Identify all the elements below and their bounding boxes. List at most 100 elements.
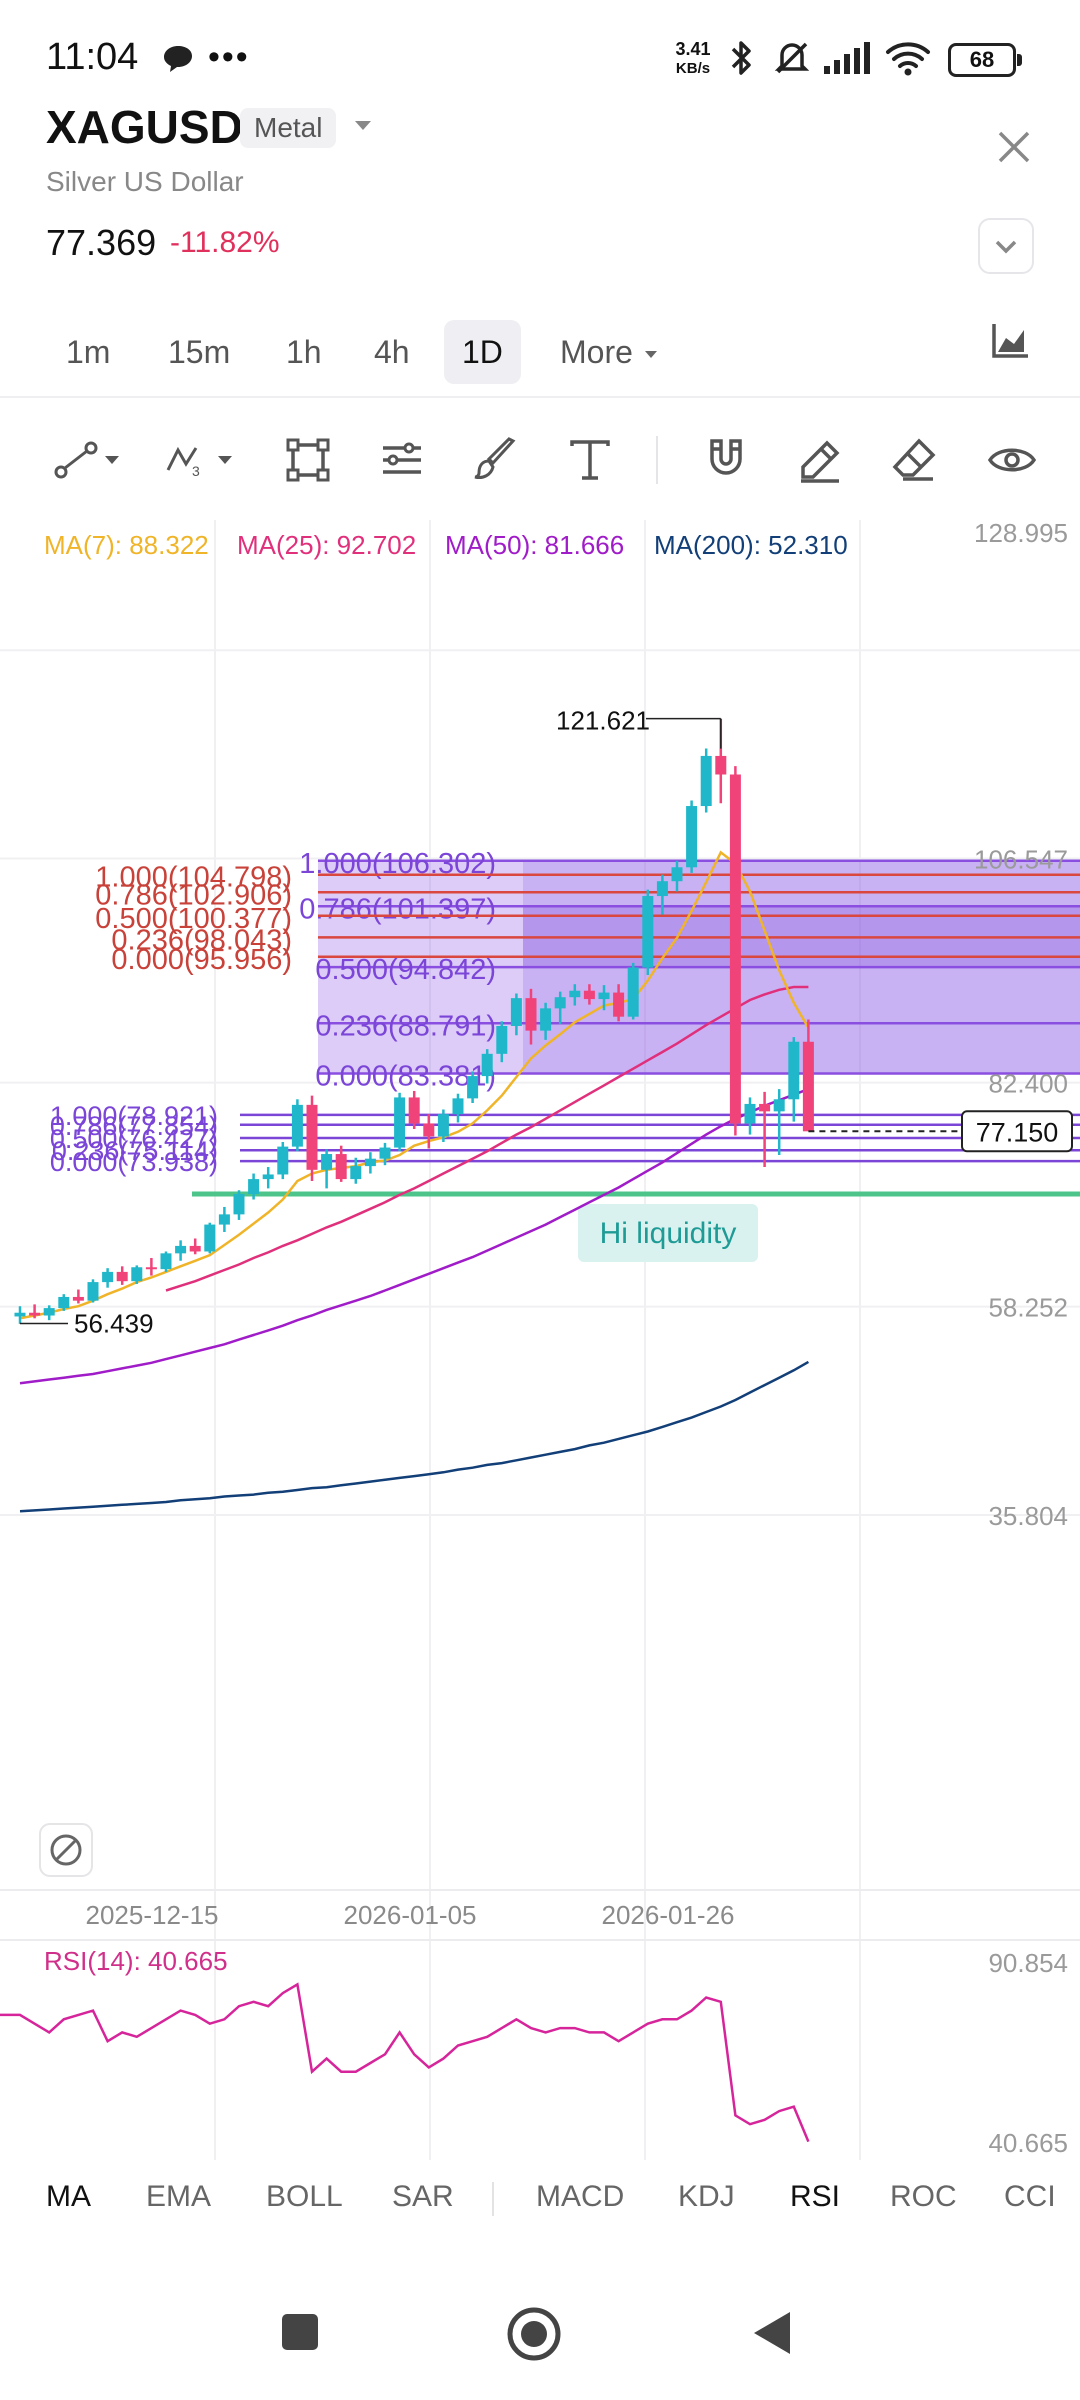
candle-body bbox=[671, 867, 683, 882]
candle-26 bbox=[394, 1092, 406, 1152]
candle-45 bbox=[671, 860, 683, 892]
candle-body bbox=[540, 1008, 552, 1031]
rectangle-icon[interactable] bbox=[278, 430, 338, 490]
candle-body bbox=[262, 1174, 274, 1180]
symbol-subtitle: Silver US Dollar bbox=[46, 166, 244, 197]
fib-tool-icon[interactable]: 3 bbox=[166, 430, 238, 490]
parallel-channel-icon[interactable] bbox=[372, 430, 432, 490]
tab-ma[interactable]: MA bbox=[46, 2180, 91, 2213]
price-chart[interactable]: 1.000(106.302)0.786(101.397)0.500(94.842… bbox=[0, 520, 1080, 2160]
eye-icon[interactable] bbox=[980, 430, 1044, 490]
candle-35 bbox=[525, 988, 537, 1045]
candle-5 bbox=[87, 1279, 99, 1303]
candle-body bbox=[335, 1154, 347, 1180]
candle-32 bbox=[481, 1049, 493, 1084]
tab-boll[interactable]: BOLL bbox=[266, 2180, 343, 2213]
candle-body bbox=[788, 1041, 800, 1100]
candle-47 bbox=[700, 748, 712, 813]
fib-red-label-0: 1.000(104.798) bbox=[95, 862, 292, 894]
collapse-chevron-icon[interactable] bbox=[978, 218, 1034, 274]
tab-cci[interactable]: CCI bbox=[1004, 2180, 1056, 2213]
close-icon[interactable] bbox=[984, 120, 1044, 180]
y-axis-label-0: 128.995 bbox=[974, 520, 1068, 548]
candle-30 bbox=[452, 1093, 464, 1123]
signal-icon bbox=[822, 40, 874, 81]
indicator-tabs: MA EMA BOLL SAR MACD KDJ RSI ROC CCI bbox=[0, 2160, 1080, 2240]
candle-body bbox=[379, 1147, 391, 1159]
liquidity-label-bg bbox=[578, 1203, 758, 1262]
candle-body bbox=[598, 992, 610, 1000]
candle-body bbox=[248, 1179, 260, 1194]
candle-25 bbox=[379, 1142, 391, 1166]
trend-line-icon[interactable] bbox=[48, 430, 128, 490]
candle-41 bbox=[613, 984, 625, 1022]
bluetooth-icon bbox=[724, 38, 758, 83]
tf-1h[interactable]: 1h bbox=[286, 334, 322, 370]
symbol-dropdown-icon[interactable] bbox=[350, 112, 376, 143]
candle-11 bbox=[175, 1240, 187, 1261]
tf-4h[interactable]: 4h bbox=[374, 334, 410, 370]
reset-zoom-icon-slash bbox=[54, 1838, 78, 1862]
candle-4 bbox=[72, 1289, 84, 1304]
candle-body bbox=[29, 1312, 41, 1316]
network-speed-value: 3.41 bbox=[675, 39, 711, 59]
tf-more[interactable]: More bbox=[542, 320, 678, 384]
candle-46 bbox=[686, 800, 698, 873]
fib-large-label-3: 0.236(88.791) bbox=[315, 1010, 496, 1042]
tab-roc[interactable]: ROC bbox=[890, 2180, 957, 2213]
price-change: -11.82% bbox=[170, 226, 280, 259]
tabs-divider bbox=[492, 2182, 494, 2216]
square-nav-icon[interactable] bbox=[280, 2312, 320, 2357]
eraser-icon[interactable] bbox=[884, 430, 944, 490]
candle-body bbox=[481, 1053, 493, 1077]
magnet-icon[interactable] bbox=[696, 430, 756, 490]
candle-body bbox=[642, 896, 654, 968]
candle-body bbox=[700, 755, 712, 807]
tab-sar[interactable]: SAR bbox=[392, 2180, 454, 2213]
svg-text:3: 3 bbox=[192, 463, 200, 479]
candle-37 bbox=[554, 991, 566, 1025]
tab-kdj[interactable]: KDJ bbox=[678, 2180, 735, 2213]
tab-macd[interactable]: MACD bbox=[536, 2180, 625, 2213]
candle-14 bbox=[218, 1206, 230, 1232]
candle-3 bbox=[58, 1294, 70, 1311]
rsi-line bbox=[0, 1982, 810, 2143]
text-icon[interactable] bbox=[560, 430, 620, 490]
tf-1m[interactable]: 1m bbox=[66, 334, 111, 370]
fib-large-label-4: 0.000(83.381) bbox=[315, 1060, 496, 1092]
ma7-legend: MA(7): 88.322 bbox=[44, 530, 209, 560]
tab-ema[interactable]: EMA bbox=[146, 2180, 212, 2213]
candle-18 bbox=[277, 1141, 289, 1180]
candle-52 bbox=[773, 1089, 785, 1155]
home-circle-nav-icon[interactable] bbox=[506, 2306, 562, 2367]
candle-27 bbox=[408, 1090, 420, 1129]
rsi-legend: RSI(14): 40.665 bbox=[44, 1946, 228, 1976]
fib-red-label-1: 0.786(102.906) bbox=[95, 879, 292, 911]
candle-body bbox=[102, 1271, 114, 1283]
candle-19 bbox=[291, 1099, 303, 1152]
candle-body bbox=[58, 1296, 70, 1309]
brush-icon[interactable] bbox=[466, 430, 526, 490]
candle-21 bbox=[321, 1149, 333, 1189]
candle-50 bbox=[744, 1097, 756, 1135]
candle-22 bbox=[335, 1145, 347, 1182]
ma50-legend: MA(50): 81.666 bbox=[445, 530, 625, 560]
fib-small-label-0: 1.000(78.921) bbox=[50, 1101, 218, 1131]
candle-20 bbox=[306, 1095, 318, 1181]
back-triangle-nav-icon[interactable] bbox=[752, 2310, 792, 2361]
fib-small-label-1: 0.786(77.854) bbox=[50, 1111, 218, 1141]
candle-body bbox=[525, 998, 537, 1031]
tab-rsi[interactable]: RSI bbox=[790, 2180, 841, 2213]
candle-body bbox=[452, 1098, 464, 1115]
battery-icon: 68 bbox=[948, 43, 1022, 77]
candle-10 bbox=[160, 1251, 172, 1272]
tf-15m[interactable]: 15m bbox=[168, 334, 231, 370]
wifi-icon bbox=[884, 40, 932, 81]
x-axis-label-0: 2025-12-15 bbox=[86, 1900, 219, 1930]
pencil-icon[interactable] bbox=[790, 430, 850, 490]
chart-type-icon[interactable] bbox=[990, 320, 1032, 365]
candle-body bbox=[744, 1103, 756, 1124]
tf-1d[interactable]: 1D bbox=[444, 320, 521, 384]
candle-33 bbox=[496, 1021, 508, 1063]
candle-8 bbox=[131, 1265, 143, 1284]
